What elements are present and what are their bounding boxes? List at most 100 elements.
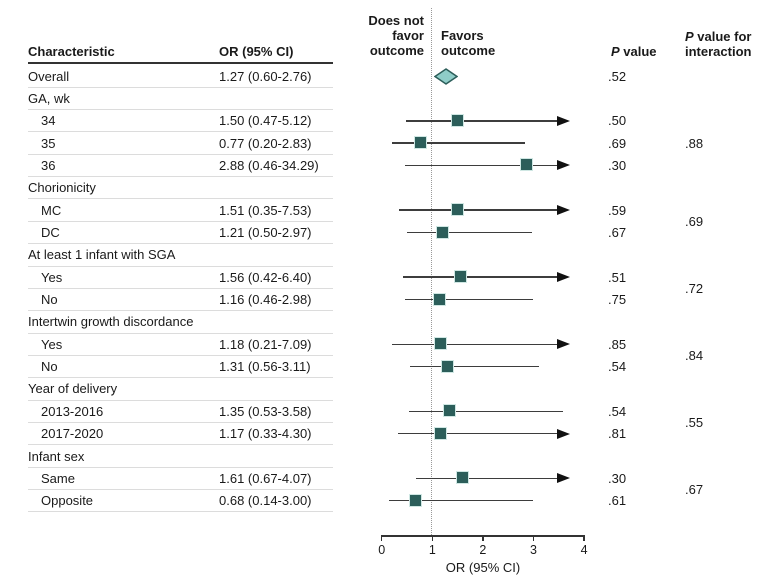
row-label: 34: [41, 113, 56, 129]
group-header-label: Intertwin growth discordance: [28, 314, 194, 330]
ci-line: [408, 410, 563, 412]
row-rule: [28, 265, 333, 267]
point-estimate-marker: [520, 158, 534, 172]
interaction-p-value: .55: [685, 414, 704, 430]
row-rule: [28, 86, 333, 88]
point-estimate-marker: [433, 292, 447, 306]
row-p-value: .67: [608, 225, 627, 240]
row-or-ci-text: 1.35 (0.53-3.58): [219, 403, 312, 419]
point-estimate-marker: [409, 493, 423, 507]
row-p-value: .69: [608, 135, 627, 151]
row-label: 35: [41, 135, 56, 151]
row-rule: [28, 332, 333, 334]
row-label: Yes: [41, 269, 63, 285]
row-p-value: .30: [608, 157, 627, 173]
ci-line: [392, 343, 558, 345]
axis-tick: [431, 535, 434, 541]
row-or-ci-text: 0.77 (0.20-2.83): [219, 135, 312, 151]
row-rule: [28, 511, 333, 513]
group-header-label: At least 1 infant with SGA: [28, 247, 176, 263]
axis-tick: [532, 535, 535, 541]
row-rule: [28, 220, 333, 222]
ci-arrowhead: [557, 339, 570, 350]
diamond-icon: [433, 67, 459, 85]
overall-diamond-marker: [433, 67, 459, 85]
row-rule: [28, 354, 333, 356]
row-rule: [28, 444, 333, 446]
row-or-ci-text: 1.50 (0.47-5.12): [219, 113, 312, 129]
row-p-value: .81: [608, 426, 627, 442]
row-label: 36: [41, 157, 56, 173]
ci-line: [403, 276, 558, 278]
row-p-value: .85: [608, 336, 627, 352]
interaction-p-value: .69: [685, 213, 704, 229]
axis-title: OR (95% CI): [445, 560, 521, 575]
ci-line: [405, 120, 558, 122]
p-interaction-column-header: P value for interaction: [685, 29, 752, 59]
reference-line-or-1: [431, 8, 433, 535]
ci-arrowhead: [557, 205, 570, 216]
row-rule: [28, 176, 333, 178]
row-rule: [28, 399, 333, 401]
row-rule: [28, 489, 333, 490]
axis-tick-label: 0: [378, 543, 386, 557]
axis-tick: [482, 535, 484, 541]
point-estimate-marker: [453, 270, 467, 284]
row-or-ci-text: 1.56 (0.42-6.40): [219, 269, 312, 285]
row-or-ci-text: 2.88 (0.46-34.29): [219, 157, 319, 173]
point-estimate-marker: [443, 404, 456, 418]
row-or-ci-text: 1.27 (0.60-2.76): [219, 68, 312, 84]
axis-tick: [380, 535, 383, 541]
row-p-value: .54: [608, 359, 627, 375]
row-rule: [28, 377, 333, 379]
row-or-ci-text: 1.17 (0.33-4.30): [219, 426, 312, 442]
ci-line: [405, 164, 558, 167]
row-label: No: [41, 292, 58, 307]
row-label: No: [41, 359, 58, 375]
row-p-value: .30: [608, 470, 627, 486]
point-estimate-marker: [434, 337, 448, 351]
does-not-favor-outcome-label: Does not favor outcome: [368, 13, 424, 58]
favors-outcome-label: Favors outcome: [441, 28, 496, 58]
group-header-label: Year of delivery: [28, 381, 118, 397]
point-estimate-marker: [413, 136, 427, 150]
row-rule: [28, 287, 333, 289]
row-or-ci-text: 0.68 (0.14-3.00): [219, 493, 312, 509]
ci-arrowhead: [557, 160, 570, 171]
axis-tick: [583, 535, 585, 541]
row-rule: [28, 109, 333, 110]
row-rule: [28, 198, 333, 200]
ci-arrowhead: [557, 115, 570, 126]
point-estimate-marker: [456, 471, 470, 485]
row-label: Yes: [41, 336, 63, 352]
group-header-label: Chorionicity: [28, 180, 96, 196]
row-rule: [28, 310, 333, 312]
row-label: Overall: [28, 68, 70, 84]
point-estimate-marker: [435, 225, 449, 239]
p-value-column-header: P value: [611, 44, 657, 59]
ci-line: [399, 209, 558, 211]
point-estimate-marker: [441, 359, 454, 373]
row-p-value: .75: [608, 292, 627, 307]
ci-line: [407, 231, 532, 234]
interaction-p-value: .72: [685, 280, 704, 296]
row-label: Opposite: [41, 493, 94, 509]
row-rule: [28, 153, 333, 155]
group-header-label: Infant sex: [28, 448, 85, 464]
row-rule: [28, 466, 333, 468]
axis-tick-label: 2: [479, 543, 487, 557]
point-estimate-marker: [451, 203, 465, 217]
row-or-ci-text: 1.16 (0.46-2.98): [219, 292, 312, 307]
ci-line: [405, 298, 533, 301]
row-p-value: .51: [608, 269, 627, 285]
axis-tick-label: 3: [530, 543, 537, 557]
ci-line: [388, 499, 534, 502]
interaction-p-value: .88: [685, 135, 704, 151]
row-label: 2013-2016: [41, 403, 104, 419]
row-p-value: .54: [608, 403, 627, 419]
characteristic-column-header: Characteristic: [28, 44, 115, 59]
ci-arrowhead: [557, 272, 570, 283]
row-or-ci-text: 1.31 (0.56-3.11): [219, 359, 311, 375]
row-p-value: .50: [608, 113, 627, 129]
row-or-ci-text: 1.61 (0.67-4.07): [219, 470, 312, 486]
